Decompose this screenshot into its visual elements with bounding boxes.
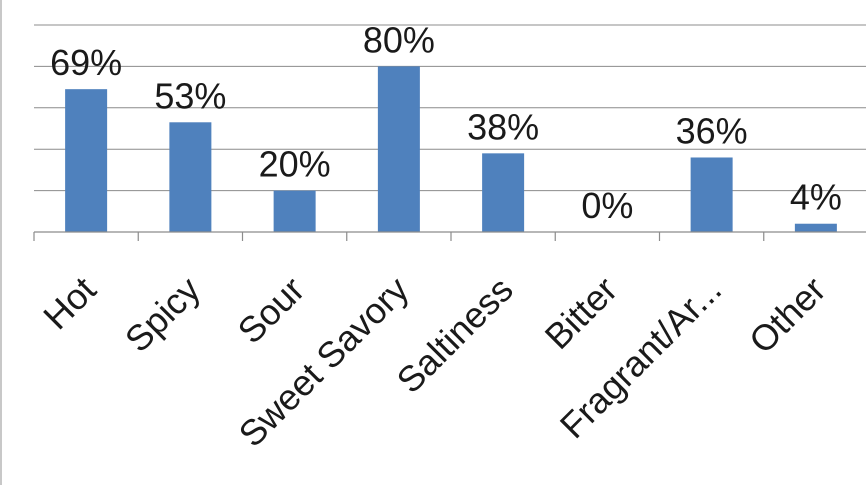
category-label: Hot <box>35 269 104 338</box>
bar-other <box>794 223 837 232</box>
data-label: 38% <box>467 106 539 147</box>
bar-spicy <box>169 122 212 232</box>
x-axis <box>33 231 866 241</box>
data-labels: 69% 53% 20% 80% 38% 0% 36% 4% <box>50 19 842 226</box>
data-label: 20% <box>259 144 331 185</box>
bar-saltiness <box>482 153 525 232</box>
data-label: 53% <box>154 75 226 116</box>
category-label: Spicy <box>117 269 208 360</box>
bar-sour <box>273 190 316 232</box>
data-label: 36% <box>676 110 748 151</box>
category-label: Other <box>741 269 834 362</box>
category-label: Saltiness <box>388 269 520 401</box>
data-label: 4% <box>790 177 842 218</box>
bar-hot <box>65 89 108 232</box>
data-label: 80% <box>363 19 435 60</box>
category-label: Sour <box>230 269 313 352</box>
category-label: Bitter <box>537 269 625 357</box>
data-label: 69% <box>50 42 122 83</box>
bars <box>65 66 837 233</box>
data-label: 0% <box>581 185 633 226</box>
bar-sweet-savory <box>377 66 420 233</box>
bar-fragrant-ar <box>690 157 733 232</box>
